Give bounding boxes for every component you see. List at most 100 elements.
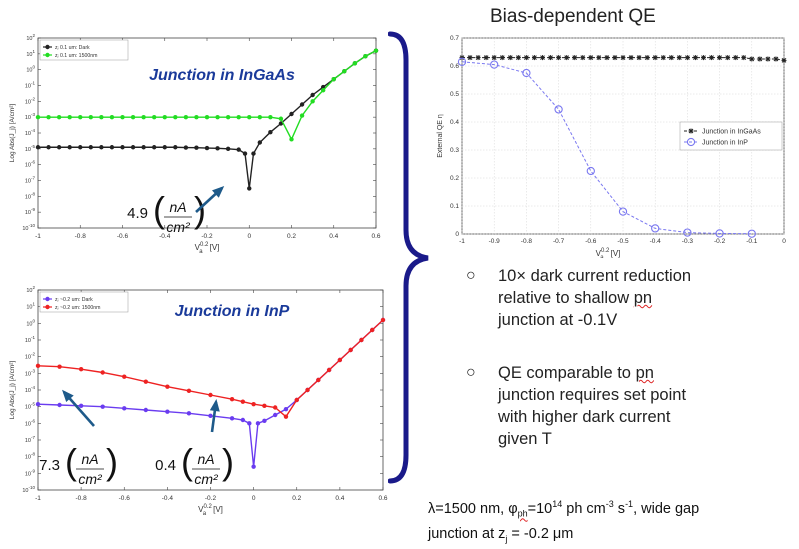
- data-point: [225, 114, 231, 120]
- x-tick-label: 0.2: [287, 233, 296, 240]
- data-point: [283, 406, 289, 412]
- y-tick-label: 10-7: [25, 435, 36, 444]
- data-point: [130, 145, 136, 150]
- data-point: [717, 55, 723, 61]
- data-point: [143, 379, 149, 384]
- y-tick-label: 0.4: [450, 119, 459, 126]
- data-point: [556, 55, 562, 61]
- x-tick-label: -0.2: [205, 495, 217, 502]
- y-tick-label: 10-9: [25, 468, 36, 477]
- data-point: [580, 55, 586, 61]
- data-point: [692, 55, 698, 61]
- annotation-unit-denominator: cm²: [166, 219, 191, 235]
- data-point: [162, 114, 167, 120]
- data-point: [56, 114, 62, 120]
- data-point: [548, 55, 554, 61]
- data-point: [57, 364, 62, 369]
- paren-right: ): [106, 441, 118, 482]
- data-point: [255, 421, 261, 426]
- data-point: [257, 140, 263, 145]
- data-point: [194, 114, 199, 120]
- data-point: [35, 145, 41, 150]
- data-point: [88, 114, 94, 120]
- data-point: [684, 55, 690, 61]
- data-point: [596, 55, 602, 61]
- y-tick-label: 10-5: [25, 144, 36, 153]
- legend-entry: zⱼ 0.1 um: Dark: [55, 45, 90, 51]
- data-point: [781, 57, 787, 63]
- y-tick-label: 10-4: [25, 128, 36, 137]
- data-point: [56, 145, 62, 150]
- annotation-title: Junction in InGaAs: [149, 67, 295, 84]
- data-point: [359, 337, 364, 343]
- y-tick-label: 0.5: [450, 91, 459, 98]
- data-point: [46, 114, 51, 120]
- y-tick-label: 10-7: [25, 176, 36, 185]
- data-point: [467, 55, 473, 61]
- data-point: [272, 412, 278, 418]
- legend-marker: [686, 137, 696, 147]
- data-point: [194, 145, 199, 150]
- x-tick-label: -0.4: [162, 495, 174, 502]
- bullet-2-line-4: given T: [498, 430, 552, 448]
- bullet-2-line-2: junction requires set point: [498, 386, 687, 404]
- legend: zⱼ 0.1 um: Dark zⱼ 0.1 um: 1500nm: [39, 39, 129, 61]
- y-tick-label: 10-8: [25, 452, 36, 461]
- legend-marker: [45, 52, 50, 58]
- x-tick-label: -0.1: [746, 238, 758, 245]
- plot-area: [37, 289, 384, 491]
- footnote-line-2: junction at zj = -0.2 μm: [428, 525, 574, 544]
- data-point: [215, 146, 220, 151]
- x-tick-label: 0.6: [378, 495, 387, 502]
- data-point: [240, 417, 246, 423]
- data-point: [208, 392, 213, 398]
- data-point: [620, 55, 626, 61]
- bullet-1-line-2: relative to shallow pn: [498, 289, 653, 307]
- y-tick-label: 101: [26, 302, 35, 311]
- bullet-1-line-3: junction at -0.1V: [498, 311, 618, 329]
- x-tick-label: 0: [247, 233, 251, 240]
- data-point: [204, 114, 210, 120]
- y-tick-label: 10-6: [25, 160, 36, 169]
- legend-marker: [45, 44, 50, 50]
- data-point: [363, 54, 368, 59]
- legend: Junction in InGaAs Junction in InP: [679, 121, 783, 151]
- data-point: [88, 145, 94, 150]
- legend-marker: [688, 128, 694, 134]
- y-tick-label: 10-3: [25, 368, 36, 377]
- data-point: [183, 114, 189, 120]
- data-point: [225, 146, 231, 152]
- data-point: [348, 347, 353, 353]
- data-point: [644, 55, 650, 61]
- data-point: [173, 145, 178, 150]
- x-axis-label: V0.2 a [V]: [596, 248, 621, 258]
- y-tick-label: 0.2: [450, 175, 459, 182]
- x-tick-label: -0.8: [76, 495, 88, 502]
- x-tick-label: 0.6: [371, 233, 380, 240]
- data-point: [352, 61, 358, 66]
- data-point: [299, 102, 305, 107]
- data-point: [215, 114, 220, 120]
- data-point: [208, 413, 213, 419]
- data-point: [564, 55, 570, 61]
- y-tick-label: 10-4: [25, 385, 36, 394]
- y-axis-label: Log Abs(J_j) [A/cm²]: [9, 104, 16, 163]
- data-point: [120, 145, 125, 150]
- paren-left: (: [181, 441, 193, 482]
- data-point: [310, 99, 315, 104]
- data-point: [262, 418, 267, 424]
- y-tick-label: 0.3: [450, 147, 459, 154]
- data-point: [229, 396, 235, 402]
- legend-marker: [45, 304, 50, 310]
- legend-box: [39, 291, 129, 313]
- legend-entry: Junction in InGaAs: [702, 129, 761, 136]
- data-point: [604, 55, 610, 61]
- legend-entry: Junction in InP: [702, 140, 748, 147]
- data-point: [316, 377, 321, 383]
- legend-entry: zⱼ ~0.2 um: Dark: [55, 297, 93, 303]
- paren-left: (: [153, 189, 165, 230]
- data-point: [236, 147, 241, 152]
- legend-box: [679, 121, 783, 151]
- slide-title: Bias-dependent QE: [490, 6, 656, 27]
